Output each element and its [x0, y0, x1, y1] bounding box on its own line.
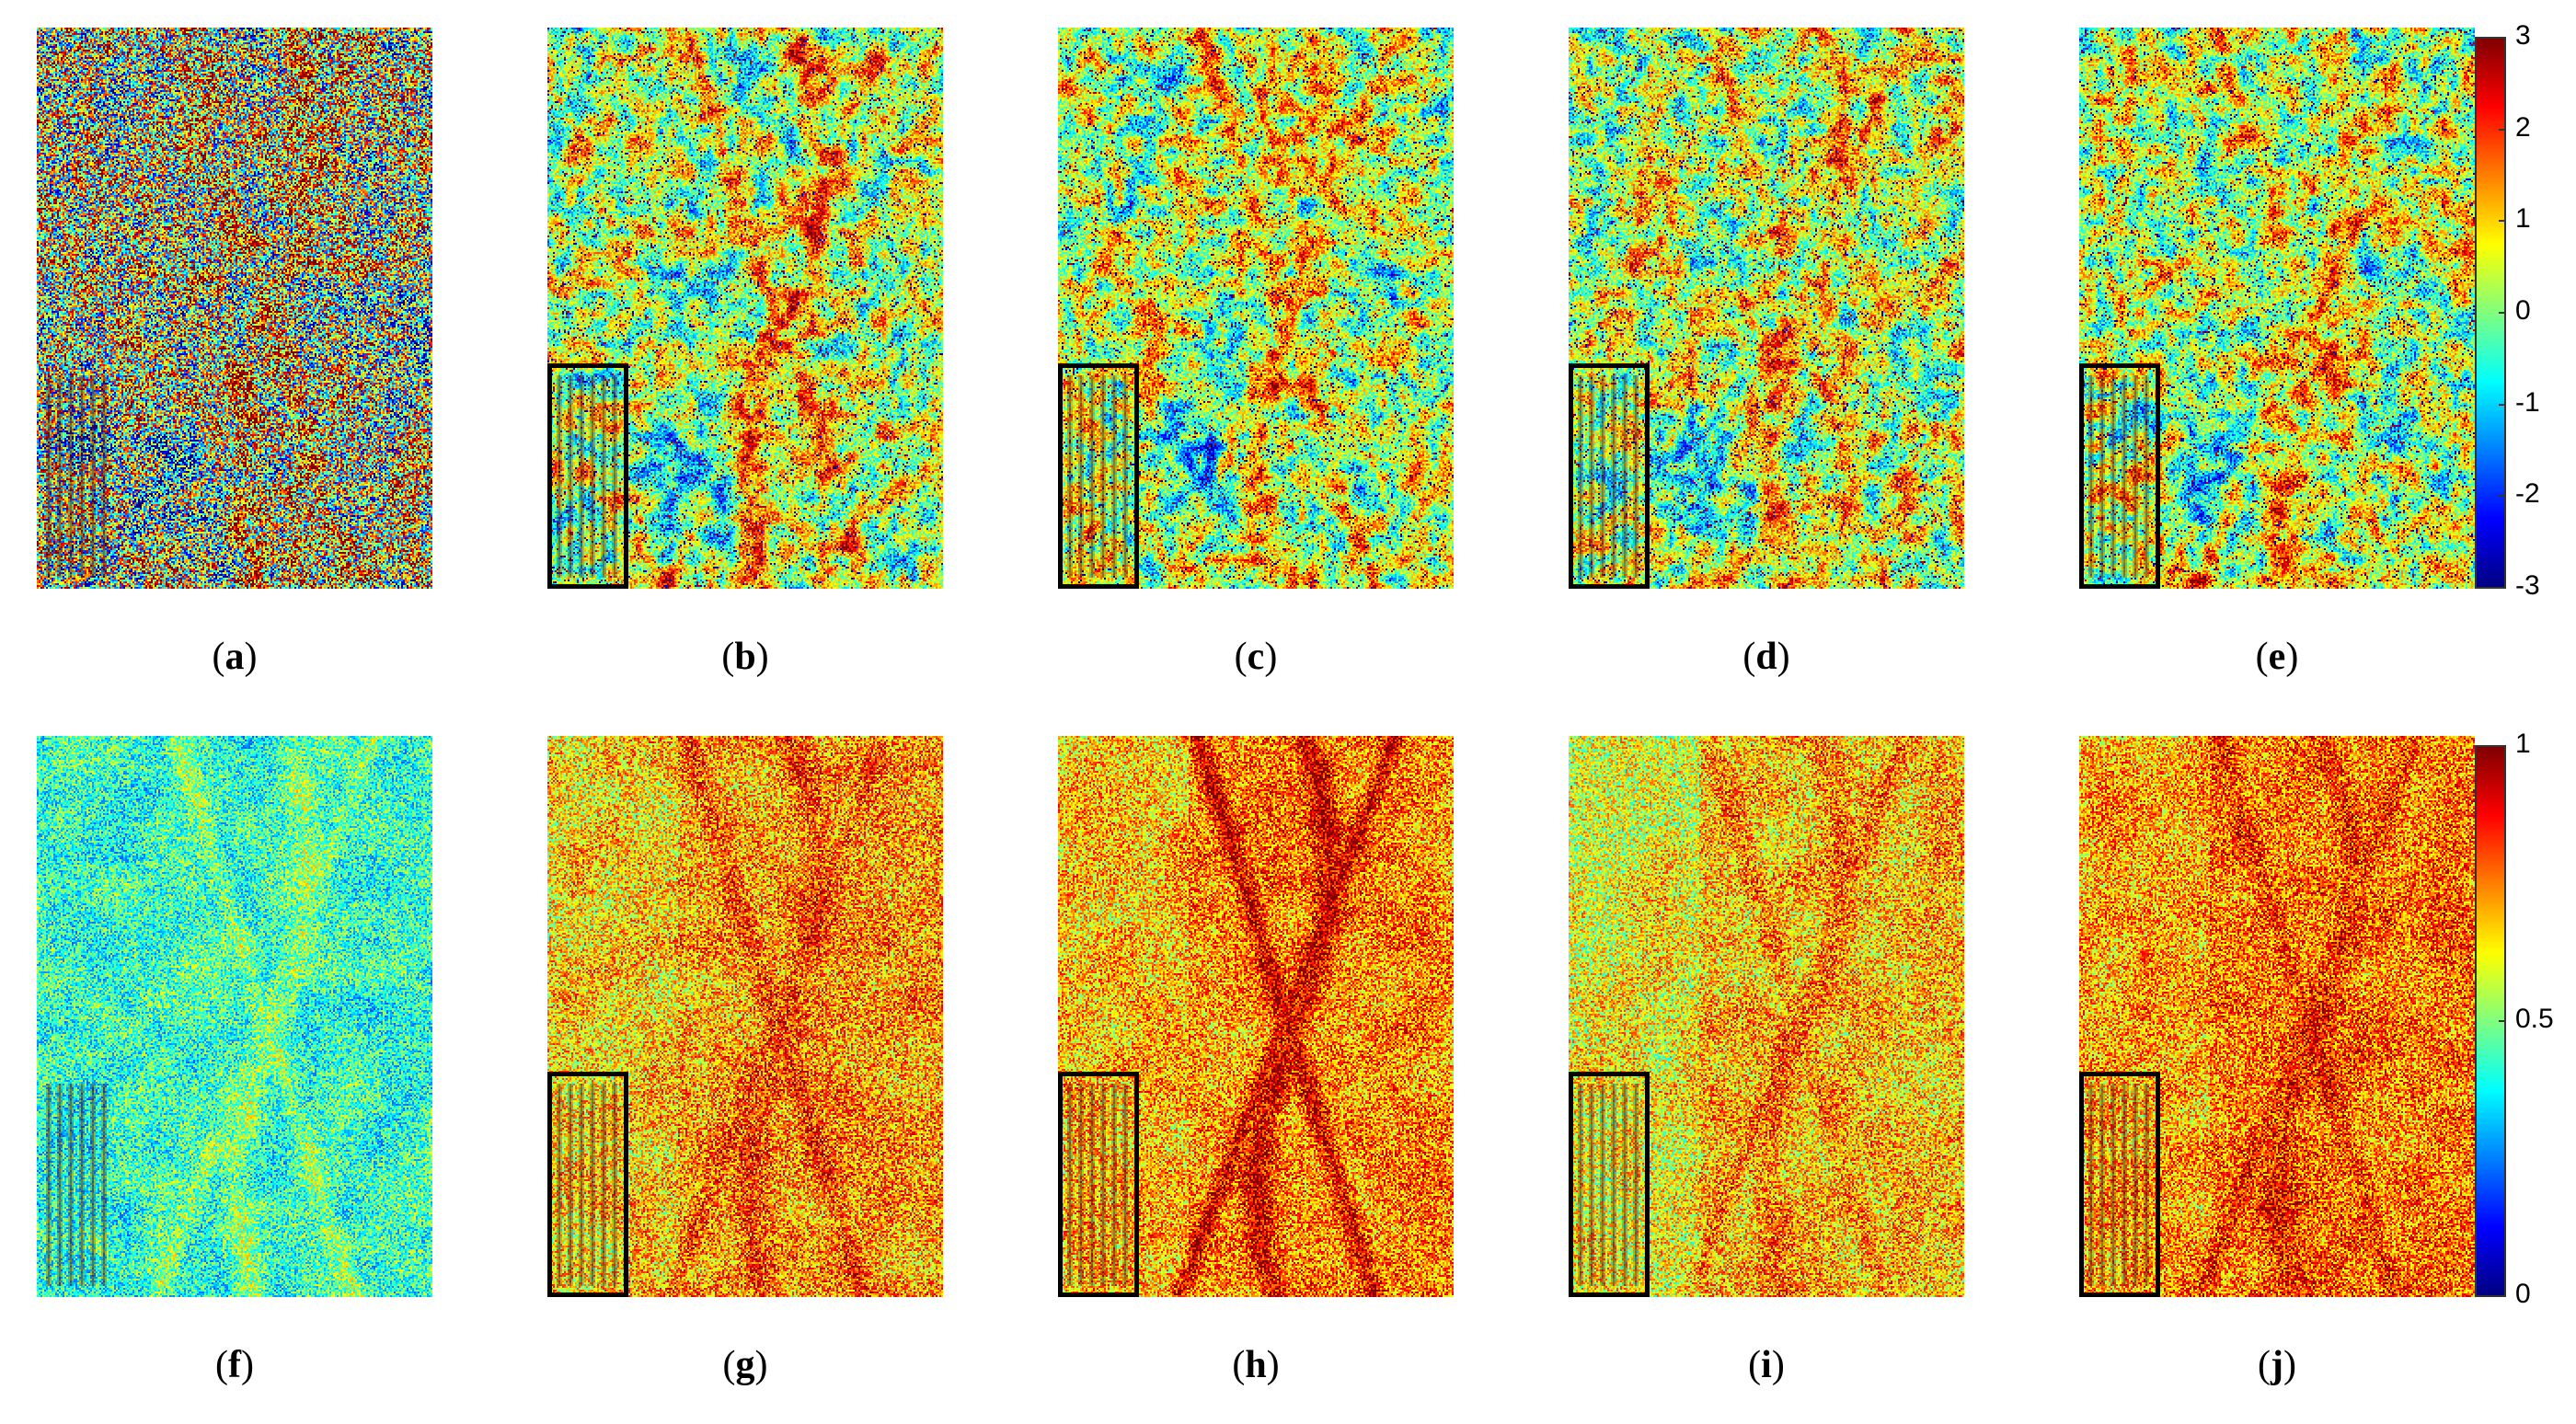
colorbar-tick-label: 0.5	[2515, 1004, 2554, 1034]
panel-label: (a)	[212, 636, 258, 678]
colorbar-tick-label: 0	[2515, 1279, 2531, 1309]
panel-image	[1058, 736, 1454, 1297]
colorbar-tick	[2499, 312, 2506, 314]
panel-image	[37, 28, 432, 589]
highlight-box	[547, 363, 628, 589]
panel-image	[1569, 28, 1964, 589]
panel-image	[2079, 736, 2475, 1297]
colorbar-tick-label: 1	[2515, 203, 2531, 235]
panel-h	[1058, 736, 1454, 1297]
panel-label: (d)	[1742, 636, 1790, 678]
highlight-box	[1569, 1072, 1650, 1297]
panel-d	[1569, 28, 1964, 589]
colorbar-tick	[2499, 1295, 2506, 1297]
highlight-box	[2079, 1072, 2160, 1297]
panel-label: (f)	[215, 1344, 254, 1386]
highlight-box	[1569, 363, 1650, 589]
highlight-box	[1058, 1072, 1139, 1297]
colorbar-tick	[2499, 495, 2506, 498]
highlight-box	[547, 1072, 628, 1297]
panel-label: (j)	[2258, 1344, 2296, 1386]
colorbar-tick	[2499, 1020, 2506, 1022]
panel-j	[2079, 736, 2475, 1297]
panel-b	[547, 28, 943, 589]
panel-label: (i)	[1748, 1344, 1785, 1386]
panel-label: (c)	[1234, 636, 1278, 678]
colorbar-tick	[2499, 128, 2506, 131]
panel-label: (e)	[2255, 636, 2299, 678]
colorbar-tick-label: -1	[2515, 386, 2540, 418]
colorbar-tick-label: 2	[2515, 111, 2531, 143]
colorbar-tick-label: 1	[2515, 729, 2531, 759]
colorbar-tick	[2499, 220, 2506, 223]
panel-image	[1058, 28, 1454, 589]
colorbar-tick	[2499, 745, 2506, 747]
colorbar-tick	[2499, 587, 2506, 589]
colorbar-tick	[2499, 403, 2506, 406]
panel-a	[37, 28, 432, 589]
panel-i	[1569, 736, 1964, 1297]
panel-c	[1058, 28, 1454, 589]
panel-f	[37, 736, 432, 1297]
panel-image	[37, 736, 432, 1297]
colorbar-tick-label: 0	[2515, 295, 2531, 326]
highlight-box	[1058, 363, 1139, 589]
panel-image	[1569, 736, 1964, 1297]
panel-image	[2079, 28, 2475, 589]
colorbar-tick	[2499, 37, 2506, 39]
colorbar-tick-label: -2	[2515, 478, 2540, 510]
panel-image	[547, 736, 943, 1297]
panel-e	[2079, 28, 2475, 589]
highlight-box	[2079, 363, 2160, 589]
colorbar-tick-label: -3	[2515, 570, 2540, 601]
panel-label: (h)	[1232, 1344, 1280, 1386]
panel-image	[547, 28, 943, 589]
panel-g	[547, 736, 943, 1297]
panel-label: (g)	[722, 1344, 768, 1386]
panel-label: (b)	[721, 636, 769, 678]
colorbar-tick-label: 3	[2515, 20, 2531, 51]
